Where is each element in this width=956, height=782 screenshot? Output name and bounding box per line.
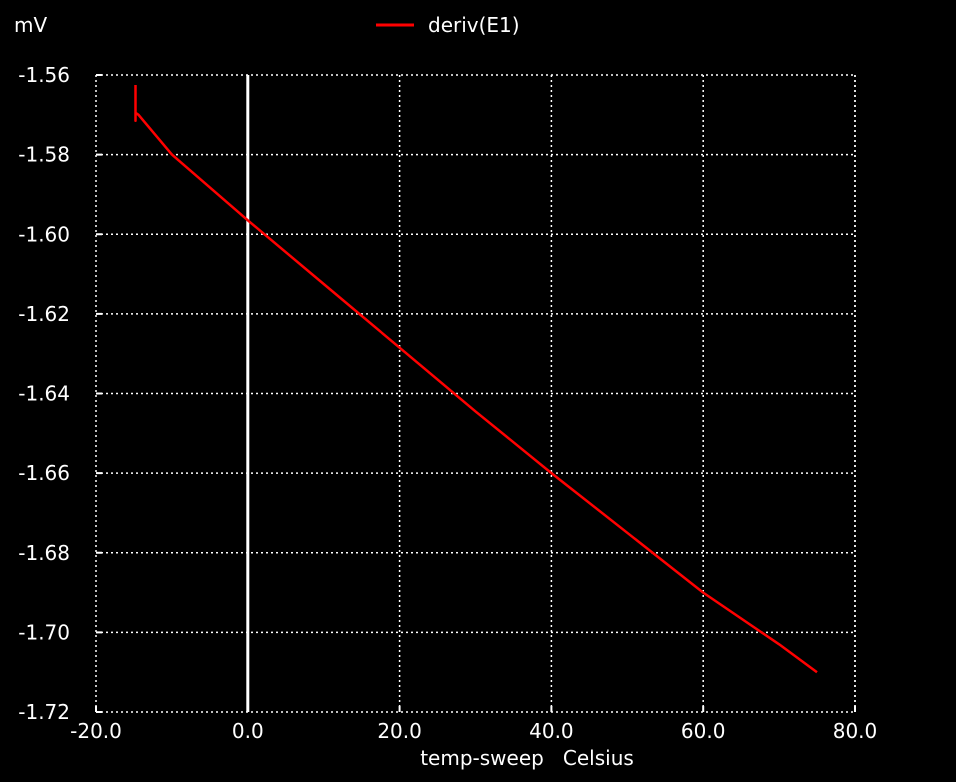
y-tick-label: -1.70 [18, 620, 70, 644]
x-tick-label: 60.0 [681, 719, 726, 743]
y-tick-label: -1.72 [18, 700, 70, 724]
series [134, 85, 818, 674]
x-tick-label: 0.0 [232, 719, 264, 743]
legend-label: deriv(E1) [428, 13, 520, 37]
x-tick-label: 20.0 [377, 719, 422, 743]
tick-labels: -20.0 0.0 20.0 40.0 60.0 80.0 -1.56 -1.58 -1.60 -… [18, 63, 877, 743]
x-tick-label: -20.0 [70, 719, 122, 743]
axes [95, 74, 856, 713]
series-line [134, 85, 818, 674]
x-tick-label: 40.0 [529, 719, 574, 743]
x-axis-label: temp-sweep Celsius [420, 746, 634, 770]
y-tick-label: -1.62 [18, 302, 70, 326]
y-tick-label: -1.64 [18, 382, 70, 406]
x-tick-label: 80.0 [833, 719, 878, 743]
y-tick-label: -1.58 [18, 143, 70, 167]
y-tick-label: -1.68 [18, 541, 70, 565]
y-tick-label: -1.56 [18, 63, 70, 87]
y-axis-label: mV [14, 13, 47, 37]
legend: deriv(E1) [376, 13, 520, 37]
y-tick-label: -1.60 [18, 222, 70, 246]
y-tick-label: -1.66 [18, 461, 70, 485]
